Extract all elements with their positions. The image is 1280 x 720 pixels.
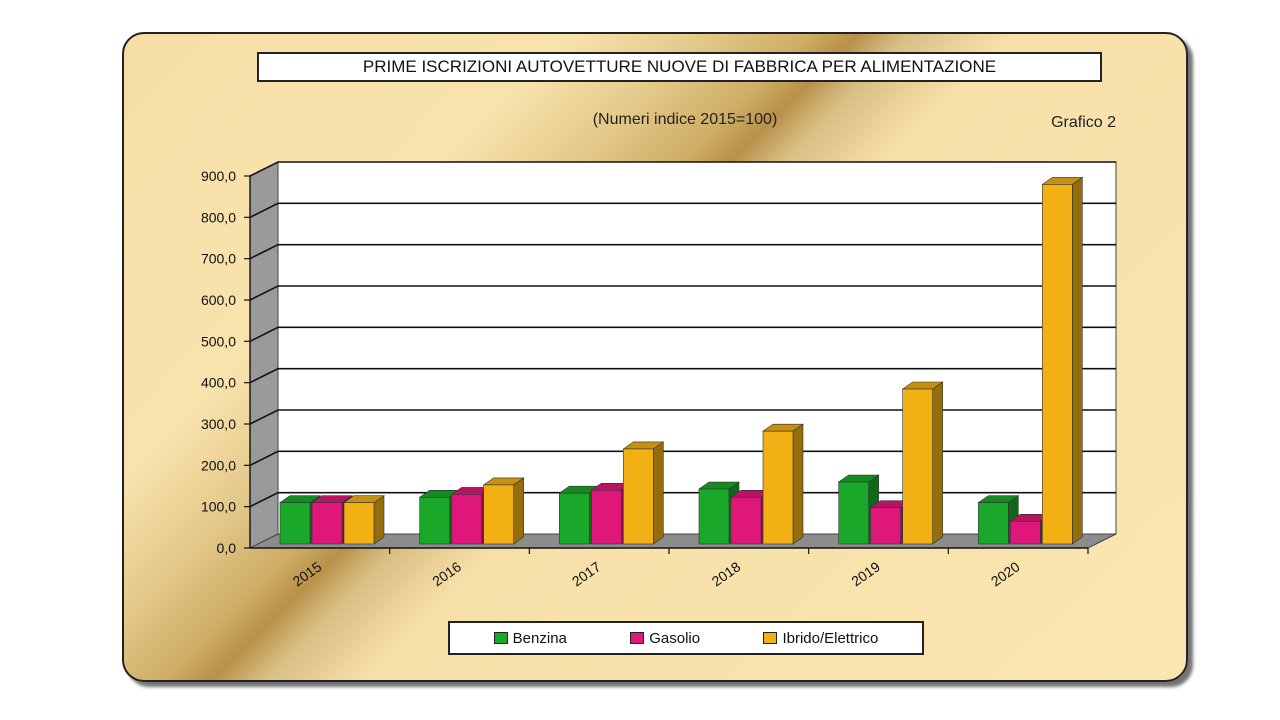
y-tick-label: 300,0 [201, 416, 236, 432]
x-tick-label: 2019 [848, 558, 883, 589]
chart-subtitle: (Numeri indice 2015=100) [592, 111, 778, 128]
gridline [249, 491, 1116, 508]
legend-label-gasolio: Gasolio [649, 629, 701, 647]
bar-ibrido-elettrico-2019 [901, 381, 944, 545]
y-tick-label: 200,0 [201, 457, 236, 473]
x-tick-label: 2016 [429, 558, 464, 589]
x-tick-label: 2020 [988, 558, 1023, 589]
x-tick-label: 2017 [569, 558, 604, 589]
legend: Benzina Gasolio Ibrido/Elettrico [448, 621, 924, 655]
gridline [249, 450, 1116, 467]
x-tick-label: 2015 [290, 558, 325, 589]
legend-swatch-ibrido [763, 632, 778, 644]
legend-item-benzina: Benzina [493, 629, 567, 647]
side-wall [249, 161, 279, 549]
x-tick-label: 2018 [709, 558, 744, 589]
y-tick-label: 700,0 [201, 251, 236, 267]
bar-ibrido-elettrico-2020 [1041, 176, 1084, 545]
y-tick-label: 0,0 [217, 540, 237, 556]
bar-ibrido-elettrico-2016 [482, 477, 525, 545]
y-tick-label: 100,0 [201, 499, 236, 515]
gridline [249, 326, 1116, 343]
bar-ibrido-elettrico-2015 [343, 495, 385, 545]
gridline [249, 285, 1116, 301]
chart-number: Grafico 2 [1051, 114, 1116, 131]
y-tick-label: 600,0 [201, 292, 236, 308]
gridline [249, 202, 1116, 219]
gridline [249, 161, 1116, 177]
y-tick-label: 400,0 [201, 375, 236, 391]
y-tick-label: 900,0 [201, 168, 236, 184]
legend-label-benzina: Benzina [512, 629, 567, 647]
chart-title: PRIME ISCRIZIONI AUTOVETTURE NUOVE DI FA… [257, 52, 1102, 82]
bar-ibrido-elettrico-2018 [762, 423, 804, 545]
gridline [249, 409, 1116, 425]
back-wall [277, 161, 1117, 535]
y-tick-label: 500,0 [201, 333, 236, 349]
legend-swatch-benzina [493, 632, 508, 644]
legend-item-gasolio: Gasolio [630, 630, 700, 647]
legend-item-ibrido: Ibrido/Elettrico [763, 630, 878, 647]
bar-ibrido-elettrico-2017 [622, 441, 665, 545]
gridline [249, 243, 1116, 260]
bar-benzina-2020 [977, 495, 1020, 545]
legend-swatch-gasolio [630, 632, 645, 644]
legend-label-ibrido: Ibrido/Elettrico [782, 629, 879, 647]
gridline [249, 367, 1116, 384]
y-tick-label: 800,0 [201, 209, 236, 225]
